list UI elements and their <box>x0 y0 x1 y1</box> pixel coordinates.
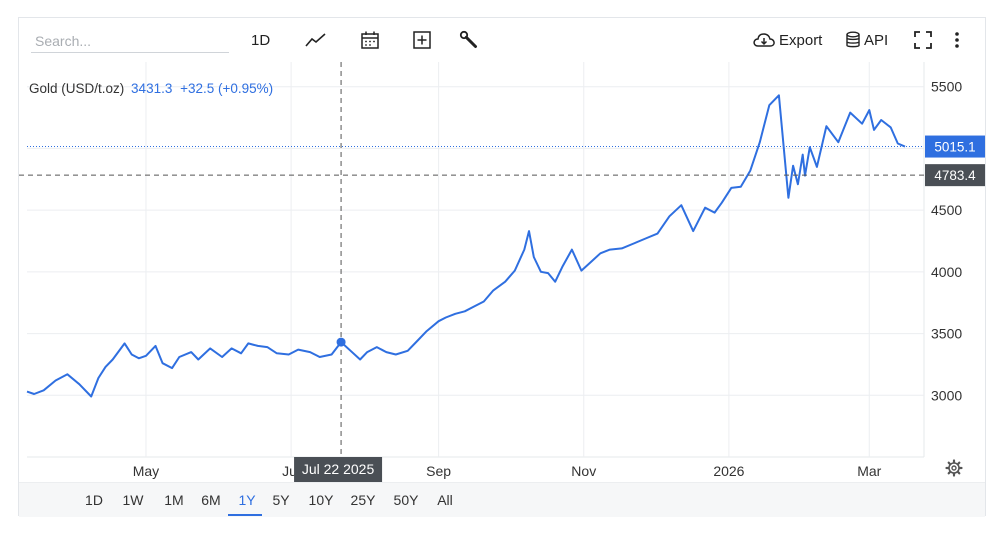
x-tick-label: Nov <box>571 463 596 479</box>
last-price-label: 5015.1 <box>934 140 975 155</box>
x-tick-label: Sep <box>426 463 451 479</box>
y-tick-label: 4000 <box>931 264 962 280</box>
y-tick-label: 5500 <box>931 79 962 95</box>
fullscreen-button[interactable] <box>913 28 933 52</box>
y-tick-label: 3000 <box>931 387 962 403</box>
api-label: API <box>864 31 889 49</box>
chart-type-button[interactable] <box>305 28 327 52</box>
gear-icon <box>945 459 963 477</box>
export-label: Export <box>779 31 823 49</box>
toolbar: 1D Export API <box>19 18 985 62</box>
crosshair-point <box>336 337 346 347</box>
range-selector: 1D 1W 1M 6M 1Y 5Y 10Y 25Y 50Y All <box>19 482 985 517</box>
crosshair-date-badge: Jul 22 2025 <box>294 457 383 482</box>
range-button-25y[interactable]: 25Y <box>350 492 376 508</box>
crosshair-price-badge: 4783.4 <box>925 164 985 187</box>
chart-settings-button[interactable] <box>945 459 963 482</box>
range-button-5y[interactable]: 5Y <box>272 492 290 508</box>
crosshair-date-label: Jul 22 2025 <box>302 461 375 477</box>
wrench-icon <box>459 30 477 48</box>
legend-price: 3431.3 <box>131 81 173 96</box>
x-tick-label: Mar <box>857 463 881 479</box>
y-tick-label: 3500 <box>931 326 962 342</box>
range-button-1w[interactable]: 1W <box>122 492 144 508</box>
tools-button[interactable] <box>459 28 479 52</box>
active-range-indicator <box>228 514 262 516</box>
grid <box>27 62 925 458</box>
legend-symbol: Gold (USD/t.oz) <box>29 81 125 96</box>
compare-plus-icon <box>413 31 431 49</box>
calendar-icon <box>361 31 379 49</box>
x-tick-label: May <box>133 463 159 479</box>
price-series-line <box>26 94 906 398</box>
range-button-1y[interactable]: 1Y <box>238 492 256 508</box>
crosshair-price-label: 4783.4 <box>934 168 976 183</box>
range-button-1m[interactable]: 1M <box>164 492 184 508</box>
legend-change: +32.5 (+0.95%) <box>180 81 274 96</box>
cloud-download-icon <box>753 33 775 47</box>
last-price-badge: 5015.1 <box>925 135 985 158</box>
range-button-1d[interactable]: 1D <box>85 492 103 508</box>
range-button-6m[interactable]: 6M <box>201 492 221 508</box>
y-tick-label: 4500 <box>931 202 962 218</box>
chart-legend: Gold (USD/t.oz) 3431.3 +32.5 (+0.95%) <box>29 81 273 96</box>
interval-button[interactable]: 1D <box>251 28 270 52</box>
chart-type-icon <box>305 33 326 47</box>
database-icon <box>846 31 860 48</box>
calendar-button[interactable] <box>360 28 380 52</box>
search-input[interactable] <box>31 30 229 53</box>
range-button-10y[interactable]: 10Y <box>308 492 334 508</box>
chart-widget: 3000 3500 4000 4500 5500 May Jul Sep Nov 2026 Mar… <box>18 17 986 517</box>
compare-button[interactable] <box>412 28 432 52</box>
fullscreen-icon <box>914 31 932 49</box>
interval-label: 1D <box>251 31 271 49</box>
range-button-all[interactable]: All <box>437 492 453 508</box>
api-button[interactable]: API <box>845 28 888 52</box>
range-button-50y[interactable]: 50Y <box>393 492 419 508</box>
x-tick-label: 2026 <box>713 463 744 479</box>
y-axis: 3000 3500 4000 4500 5500 <box>931 79 962 404</box>
x-axis: May Jul Sep Nov 2026 Mar <box>133 463 882 479</box>
export-button[interactable]: Export <box>752 28 822 52</box>
more-vertical-icon <box>955 32 959 48</box>
more-button[interactable] <box>953 28 961 52</box>
